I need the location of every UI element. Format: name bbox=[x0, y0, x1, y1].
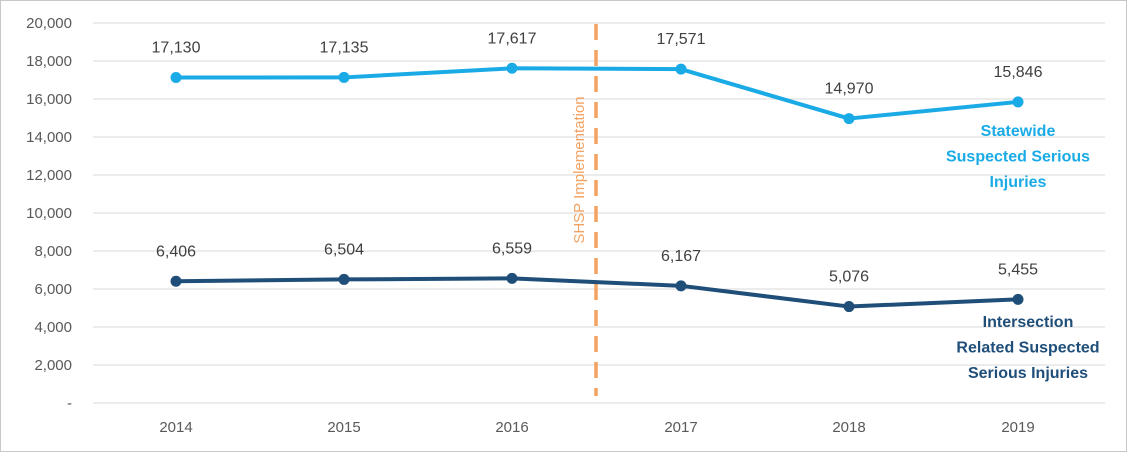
y-tick-label: 18,000 bbox=[26, 53, 72, 70]
y-tick-label: 16,000 bbox=[26, 91, 72, 108]
series-label: Suspected Serious bbox=[946, 149, 1090, 166]
data-label: 5,076 bbox=[829, 269, 869, 286]
data-point bbox=[506, 62, 518, 74]
data-label: 17,135 bbox=[320, 39, 369, 56]
data-label: 6,406 bbox=[156, 243, 196, 260]
series-line bbox=[175, 66, 1019, 121]
series-label: Intersection bbox=[983, 314, 1074, 331]
data-point bbox=[338, 273, 350, 285]
data-label: 6,559 bbox=[492, 240, 532, 257]
x-axis-tick-labels: 2014 2015 2016 2017 2018 2019 bbox=[159, 419, 1034, 436]
x-tick-label: 2017 bbox=[664, 419, 697, 436]
data-point bbox=[338, 71, 350, 83]
gridlines bbox=[93, 22, 1105, 404]
data-point bbox=[170, 275, 182, 287]
series-label: Statewide bbox=[981, 123, 1056, 140]
x-tick-label: 2015 bbox=[327, 419, 360, 436]
x-tick-label: 2016 bbox=[495, 419, 528, 436]
series-1: 6,406 6,504 6,559 6,167 5,076 5,455 Intersecti… bbox=[156, 240, 1100, 382]
data-point bbox=[675, 63, 687, 75]
y-tick-label: - bbox=[67, 395, 72, 412]
data-label: 17,130 bbox=[152, 40, 201, 57]
y-tick-label: 2,000 bbox=[34, 357, 72, 374]
x-tick-label: 2014 bbox=[159, 419, 192, 436]
y-tick-label: 14,000 bbox=[26, 129, 72, 146]
y-tick-label: 4,000 bbox=[34, 319, 72, 336]
data-point bbox=[506, 272, 518, 284]
data-point bbox=[675, 280, 687, 292]
series-label: Injuries bbox=[990, 174, 1047, 191]
data-point bbox=[843, 301, 855, 313]
y-tick-label: 8,000 bbox=[34, 243, 72, 260]
data-label: 17,571 bbox=[657, 31, 706, 48]
x-tick-label: 2019 bbox=[1001, 419, 1034, 436]
shsp-annotation: SHSP Implementation bbox=[571, 24, 598, 396]
series-label: Related Suspected bbox=[956, 340, 1099, 357]
data-label: 15,846 bbox=[994, 64, 1043, 81]
data-label: 6,504 bbox=[324, 241, 364, 258]
y-tick-label: 20,000 bbox=[26, 15, 72, 32]
y-tick-label: 10,000 bbox=[26, 205, 72, 222]
data-point bbox=[1012, 293, 1024, 305]
y-tick-label: 12,000 bbox=[26, 167, 72, 184]
data-point bbox=[843, 113, 855, 125]
y-tick-label: 6,000 bbox=[34, 281, 72, 298]
series-label: Serious Injuries bbox=[968, 365, 1088, 382]
series-group: 17,130 17,135 17,617 17,571 14,970 15,846 Stat… bbox=[152, 30, 1100, 382]
x-tick-label: 2018 bbox=[832, 419, 865, 436]
data-label: 6,167 bbox=[661, 248, 701, 265]
series-line bbox=[175, 276, 1019, 309]
series-0: 17,130 17,135 17,617 17,571 14,970 15,846 Stat… bbox=[152, 30, 1091, 191]
y-axis-tick-labels: - 2,000 4,000 6,000 8,000 10,000 12,000 14,000 1… bbox=[26, 15, 72, 412]
shsp-annotation-label: SHSP Implementation bbox=[571, 96, 588, 243]
data-label: 5,455 bbox=[998, 261, 1038, 278]
data-point bbox=[1012, 96, 1024, 108]
data-point bbox=[170, 72, 182, 84]
data-label: 17,617 bbox=[488, 30, 537, 47]
data-label: 14,970 bbox=[825, 81, 874, 98]
